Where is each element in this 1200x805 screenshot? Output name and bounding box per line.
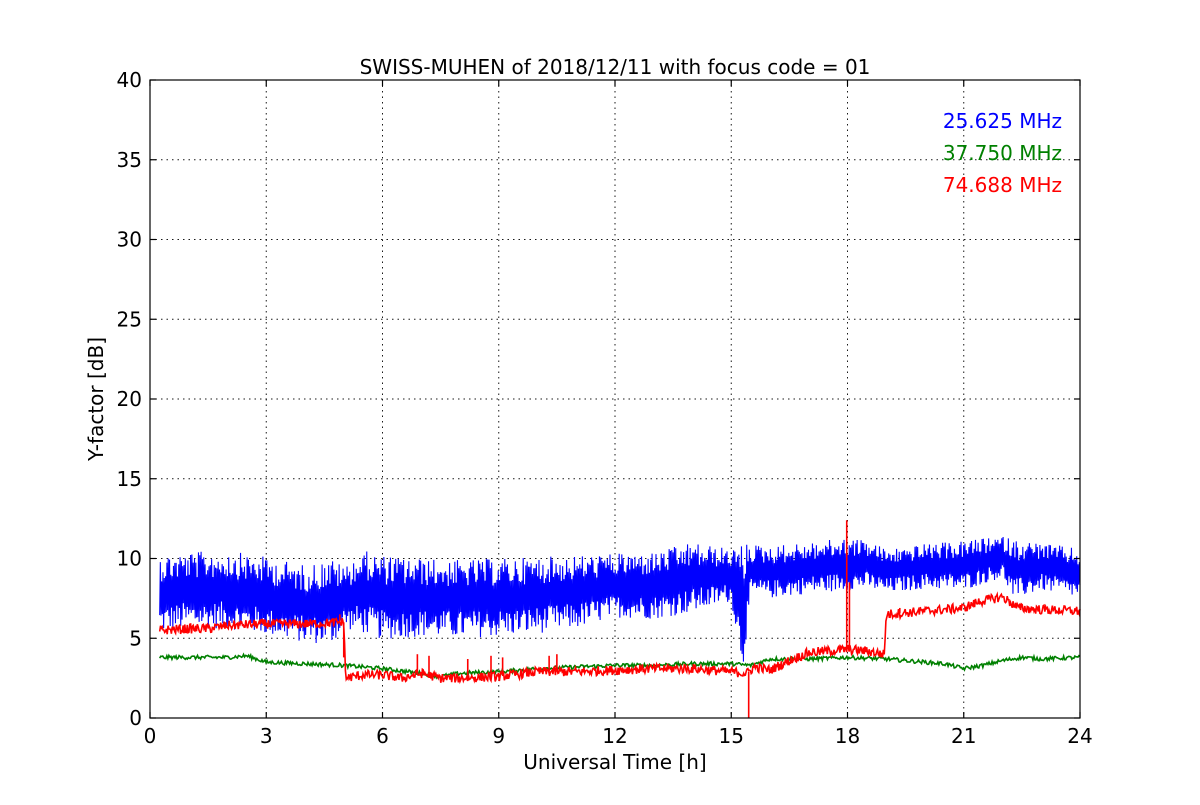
y-tick-label: 20: [117, 387, 142, 411]
series-line-74-688: [158, 591, 1081, 685]
series-line-25-625: [159, 537, 1081, 662]
y-axis-label: Y-factor [dB]: [84, 337, 108, 462]
x-tick-label: 6: [376, 724, 389, 748]
x-tick-label: 24: [1067, 724, 1092, 748]
x-tick-label: 0: [144, 724, 157, 748]
x-tick-label: 3: [260, 724, 273, 748]
x-axis-label: Universal Time [h]: [523, 750, 706, 774]
axis-ticks: [149, 79, 1081, 719]
y-tick-label: 10: [117, 547, 142, 571]
y-tick-label: 25: [117, 307, 142, 331]
y-tick-label: 40: [117, 68, 142, 92]
legend-entry-37-750: 37.750 MHz: [943, 141, 1062, 165]
legend-entry-74-688: 74.688 MHz: [943, 173, 1062, 197]
y-tick-label: 30: [117, 228, 142, 252]
axis-labels: 0 3 6 9 12 15 18 21 24 0 5 10 15 20 25 30 35 40: [117, 68, 1093, 748]
y-tick-label: 5: [129, 626, 142, 650]
x-tick-label: 18: [835, 724, 860, 748]
y-tick-label: 15: [117, 467, 142, 491]
x-tick-label: 21: [951, 724, 976, 748]
x-tick-label: 9: [492, 724, 505, 748]
x-tick-label: 15: [719, 724, 744, 748]
y-tick-label: 35: [117, 148, 142, 172]
y-tick-label: 0: [129, 706, 142, 730]
legend-entry-25-625: 25.625 MHz: [943, 109, 1062, 133]
x-tick-label: 12: [602, 724, 627, 748]
legend: 25.625 MHz 37.750 MHz 74.688 MHz: [943, 109, 1062, 197]
series-line-37-750: [158, 652, 1081, 680]
series-layer: [158, 520, 1081, 718]
chart-title: SWISS-MUHEN of 2018/12/11 with focus cod…: [360, 55, 871, 79]
